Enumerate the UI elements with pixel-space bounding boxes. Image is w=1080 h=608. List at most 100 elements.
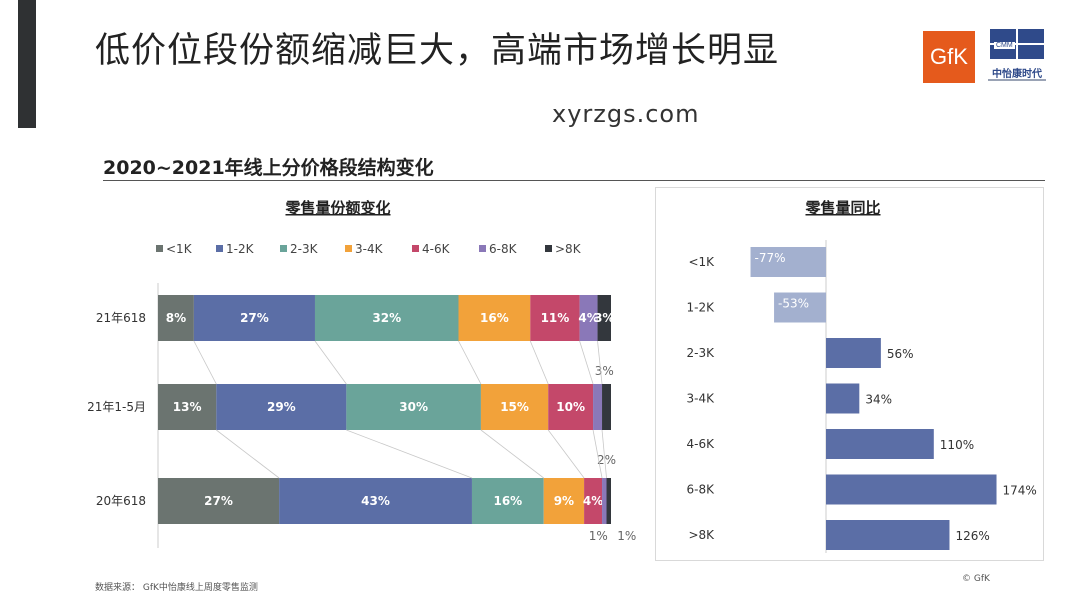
chart-title: 零售量同比	[804, 199, 880, 217]
yoy-chart: 零售量同比 <1K -77% 1-2K -53% 2-3K 56% 3-4K 34% 4-6K 11…	[687, 199, 1037, 553]
category-label: <1K	[688, 255, 715, 269]
category-label: 2-3K	[687, 346, 716, 360]
data-label: 32%	[372, 311, 401, 325]
cmm-logo-abbr: CMM	[994, 42, 1015, 49]
divider	[103, 180, 1045, 181]
category-label: 21年618	[96, 311, 146, 325]
yoy-bar	[826, 383, 860, 414]
legend-swatch	[156, 245, 163, 252]
category-label: 1-2K	[687, 301, 716, 315]
data-label: 30%	[399, 400, 428, 414]
gfk-logo: GfK	[923, 31, 975, 83]
bar-segment	[158, 384, 217, 430]
bar-segment	[480, 384, 549, 430]
legend-swatch	[545, 245, 552, 252]
category-label: >8K	[688, 528, 715, 542]
bar-segment	[606, 478, 611, 524]
legend-label: 1-2K	[226, 242, 255, 256]
legend-swatch	[280, 245, 287, 252]
data-label: 27%	[204, 494, 233, 508]
category-label: 21年1-5月	[87, 400, 146, 414]
legend-label: 2-3K	[290, 242, 319, 256]
bar-segment	[579, 295, 598, 341]
connector-line	[216, 429, 280, 479]
yoy-bar	[826, 338, 881, 368]
cmm-logo-name: 中怡康时代	[992, 69, 1042, 80]
data-label: 126%	[955, 529, 989, 543]
bar-segment	[216, 384, 347, 430]
accent-bar	[18, 0, 36, 128]
bar-segment	[158, 478, 280, 524]
data-label: 34%	[865, 393, 892, 407]
category-label: 4-6K	[687, 437, 716, 451]
bar-segment	[593, 384, 603, 430]
category-label: 20年618	[96, 494, 146, 508]
data-label: 8%	[166, 311, 186, 325]
data-source-note: 数据来源： GfK中怡康线上周度零售监测	[95, 583, 258, 593]
data-label: 29%	[267, 400, 296, 414]
data-label: 3%	[594, 311, 614, 325]
bar-segment	[530, 295, 580, 341]
yoy-chart-panel: 零售量同比 <1K -77% 1-2K -53% 2-3K 56% 3-4K 34% 4-6K 11…	[655, 187, 1044, 561]
connector-line	[592, 429, 603, 479]
connector-line	[346, 429, 473, 479]
yoy-bar	[826, 520, 950, 550]
connector-line	[547, 429, 585, 479]
page-title: 低价位段份额缩减巨大，高端市场增长明显	[95, 31, 780, 71]
cmm-logo-underline	[988, 79, 1046, 81]
legend-label: <1K	[166, 242, 193, 256]
data-label: 43%	[361, 494, 390, 508]
category-label: 3-4K	[687, 392, 716, 406]
yoy-bar	[826, 474, 997, 505]
bar-segment	[597, 295, 611, 341]
category-label: 6-8K	[687, 483, 716, 497]
connector-line	[480, 429, 544, 479]
yoy-bar	[774, 292, 826, 323]
connector-line	[597, 340, 603, 385]
bar-segment	[279, 478, 472, 524]
legend-swatch	[479, 245, 486, 252]
bar-segment	[158, 295, 194, 341]
data-label: 110%	[940, 438, 974, 452]
data-label: 10%	[556, 400, 585, 414]
bar-segment	[314, 295, 459, 341]
legend-swatch	[216, 245, 223, 252]
connector-line	[579, 340, 594, 385]
data-label: 2%	[597, 453, 616, 467]
copyright-note: © GfK	[962, 574, 990, 584]
bar-segment	[543, 478, 585, 524]
bar-segment	[584, 478, 603, 524]
data-label: 1%	[589, 529, 608, 543]
legend-label: 4-6K	[422, 242, 451, 256]
legend-label: >8K	[555, 242, 582, 256]
data-label: 56%	[887, 347, 914, 361]
data-label: 11%	[541, 311, 570, 325]
data-label: 27%	[240, 311, 269, 325]
bar-segment	[458, 295, 531, 341]
yoy-bar	[826, 429, 934, 459]
legend-swatch	[412, 245, 419, 252]
legend-label: 3-4K	[355, 242, 384, 256]
data-label: 9%	[554, 494, 574, 508]
bar-segment	[346, 384, 481, 430]
data-label: 4%	[578, 311, 598, 325]
bar-segment	[548, 384, 594, 430]
data-label: 13%	[173, 400, 202, 414]
data-label: -53%	[778, 297, 809, 311]
data-label: -77%	[755, 251, 786, 265]
share-change-chart: 零售量份额变化 <1K 1-2K 2-3K 3-4K 4-6K 6-8K >8K 21年618 8…	[87, 199, 636, 548]
yoy-bar	[750, 247, 826, 277]
connector-line	[529, 340, 549, 385]
legend-label: 6-8K	[489, 242, 518, 256]
bar-segment	[602, 384, 611, 430]
data-label: 4%	[583, 494, 603, 508]
connector-line	[314, 340, 347, 385]
data-label: 3%	[595, 364, 614, 378]
watermark: xyrzgs.com	[552, 100, 700, 128]
data-label: 15%	[500, 400, 529, 414]
connector-line	[458, 340, 482, 385]
data-label: 16%	[493, 494, 522, 508]
bar-segment	[602, 478, 607, 524]
bar-segment	[193, 295, 315, 341]
data-label: 16%	[480, 311, 509, 325]
